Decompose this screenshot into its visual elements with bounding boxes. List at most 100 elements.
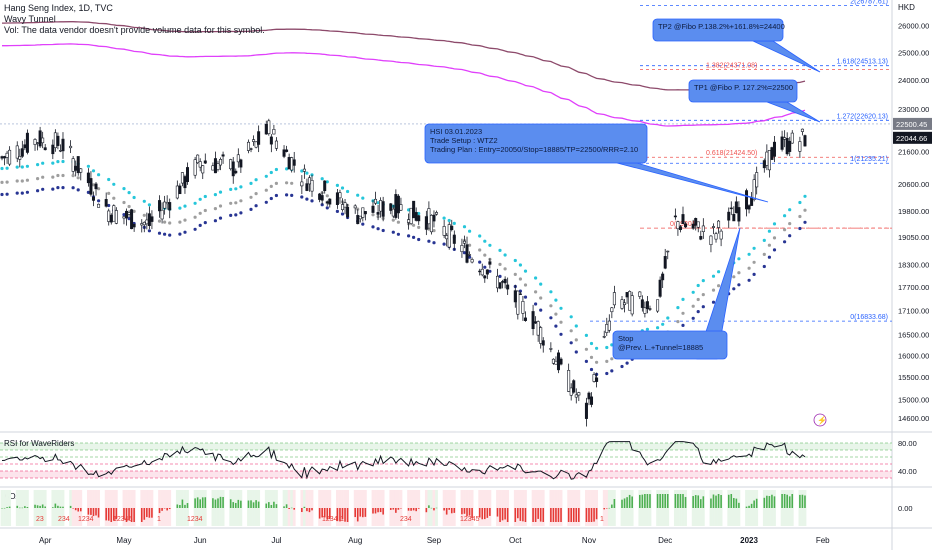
candle-body <box>163 201 167 209</box>
aoz-bar <box>163 508 166 509</box>
aoz-bar <box>483 508 486 520</box>
tunnel-dot-cyan <box>229 187 233 191</box>
time-axis[interactable]: Apr May Jun Jul Aug Sep Oct Nov Dec 2023 Feb <box>39 536 830 545</box>
tunnel-dot-navy <box>803 220 807 224</box>
aoz-bar <box>1 508 3 509</box>
aoz-bar <box>77 508 80 512</box>
tunnel-dot-gray <box>274 181 278 185</box>
tunnel-dot-navy <box>234 213 238 217</box>
aoz-bar <box>430 507 433 509</box>
tunnel-dot-gray <box>483 253 487 257</box>
candle-down <box>23 139 27 151</box>
tunnel-dot-cyan <box>595 346 599 350</box>
tunnel-dot-cyan <box>36 163 40 167</box>
aoz-bar <box>801 494 804 508</box>
candle-up <box>374 191 378 206</box>
price-tick-label: 15000.00 <box>898 396 929 405</box>
aoz-bar <box>372 508 374 514</box>
candle-up <box>470 257 474 264</box>
candle-body <box>140 223 144 226</box>
candle-down <box>501 279 505 289</box>
time-tick-label: Apr <box>39 536 52 545</box>
candle-body <box>178 185 182 195</box>
candle-body <box>43 147 47 151</box>
candle-down <box>203 153 207 164</box>
lightning-icon-ring <box>813 413 827 427</box>
candle-up <box>236 148 240 168</box>
candle-body <box>714 233 718 240</box>
candle-body <box>750 197 754 206</box>
tunnel-dot-navy <box>41 187 45 191</box>
aoz-bar <box>428 505 430 508</box>
candle-up <box>122 216 126 225</box>
candle-up <box>567 363 571 393</box>
symbol-title[interactable]: Hang Seng Index, 1D, TVC <box>4 3 113 13</box>
tunnel-dot-gray <box>56 173 60 178</box>
candle-down <box>518 291 522 295</box>
candle-body <box>409 207 413 224</box>
candle-down <box>648 305 652 311</box>
rsi-line <box>1 441 806 480</box>
candle-up <box>539 325 543 349</box>
candle-body <box>249 148 253 150</box>
price-axis[interactable]: HKD 26000.00 25000.00 24000.00 23000.00 21600… <box>893 3 932 423</box>
fib-label: 0.618(21424.50) <box>706 150 757 157</box>
tunnel-dot-gray <box>696 297 700 302</box>
tunnel-dot-navy <box>71 186 75 190</box>
candle-up <box>429 214 433 235</box>
candle-down <box>363 211 367 221</box>
tunnel-dot-cyan <box>478 234 482 238</box>
candle-body <box>213 158 217 174</box>
lightning-icon: ⚡ <box>813 413 827 427</box>
aoz-bar <box>301 508 303 513</box>
aoz-bar <box>649 494 651 508</box>
candle-body <box>554 360 558 365</box>
tunnel-dot-cyan <box>112 182 116 186</box>
tunnel-dot-cyan <box>0 166 4 171</box>
candle-up <box>630 291 634 317</box>
candle-down <box>531 304 535 336</box>
tunnel-dot-cyan <box>361 196 365 200</box>
aoz-bar <box>74 508 77 511</box>
tunnel-dot-cyan <box>747 252 751 256</box>
tunnel-dot-navy <box>285 193 289 197</box>
aoz-bar <box>468 508 471 516</box>
candle-down <box>51 139 55 160</box>
tunnel-dot-navy <box>691 316 695 320</box>
aoz-bar <box>557 508 560 522</box>
tunnel-dot-cyan <box>183 204 187 208</box>
tunnel-dot-navy <box>391 230 395 234</box>
tunnel-dot-navy <box>762 264 766 269</box>
candle-body <box>56 135 60 146</box>
tunnel-dot-gray <box>595 360 599 364</box>
tunnel-dot-cyan <box>605 345 609 350</box>
candle-down <box>239 158 243 173</box>
aoz-bar <box>107 508 110 521</box>
candle-up <box>290 156 294 173</box>
aoz-bar <box>232 502 235 508</box>
candle-down <box>595 372 599 388</box>
aoz-bar <box>768 496 771 508</box>
aoz-bar <box>786 494 788 508</box>
tunnel-dot-cyan <box>554 298 558 302</box>
tunnel-dot-cyan <box>559 306 563 310</box>
candle-body <box>246 141 250 151</box>
candle-body <box>666 250 670 253</box>
tunnel-dot-navy <box>417 237 421 242</box>
tunnel-dot-gray <box>518 277 523 281</box>
aoz-bar <box>79 508 82 512</box>
tunnel-dot-navy <box>178 232 182 236</box>
candle-body <box>18 156 22 160</box>
aoz-bar <box>603 508 606 510</box>
tunnel-dot-navy <box>681 323 685 327</box>
tunnel-dot-gray <box>127 204 131 209</box>
aoz-bar <box>36 505 39 508</box>
indicator-name[interactable]: Wavy Tunnel <box>4 14 56 24</box>
aoz-bar <box>453 508 456 513</box>
tunnel-dot-gray <box>798 214 802 219</box>
aoz-bar <box>143 508 146 520</box>
candle-body <box>470 259 474 263</box>
